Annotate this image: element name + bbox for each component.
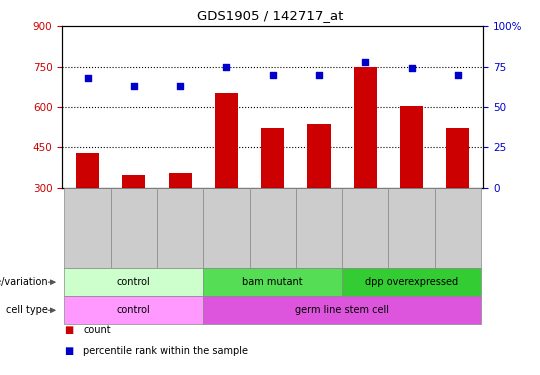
Point xyxy=(361,59,369,65)
Text: control: control xyxy=(117,277,151,287)
Point xyxy=(130,83,138,89)
Bar xyxy=(400,105,423,188)
Bar xyxy=(307,124,330,188)
Bar xyxy=(215,93,238,188)
Point xyxy=(454,72,462,78)
Text: dpp overexpressed: dpp overexpressed xyxy=(365,277,458,287)
Bar xyxy=(76,153,99,188)
Point xyxy=(222,63,231,70)
Bar xyxy=(261,128,284,188)
Point xyxy=(315,72,323,78)
Point xyxy=(83,75,92,81)
Text: cell type: cell type xyxy=(6,305,48,315)
Point xyxy=(407,65,416,71)
Bar xyxy=(354,67,377,188)
Text: count: count xyxy=(83,325,111,335)
Text: control: control xyxy=(117,305,151,315)
Bar xyxy=(122,176,145,188)
Text: bam mutant: bam mutant xyxy=(242,277,303,287)
Text: GDS1905 / 142717_at: GDS1905 / 142717_at xyxy=(197,9,343,22)
Point xyxy=(268,72,277,78)
Point xyxy=(176,83,185,89)
Text: germ line stem cell: germ line stem cell xyxy=(295,305,389,315)
Bar xyxy=(168,173,192,188)
Text: ■: ■ xyxy=(64,325,73,335)
Text: percentile rank within the sample: percentile rank within the sample xyxy=(83,346,248,355)
Text: ■: ■ xyxy=(64,346,73,355)
Bar xyxy=(446,128,469,188)
Text: genotype/variation: genotype/variation xyxy=(0,277,48,287)
